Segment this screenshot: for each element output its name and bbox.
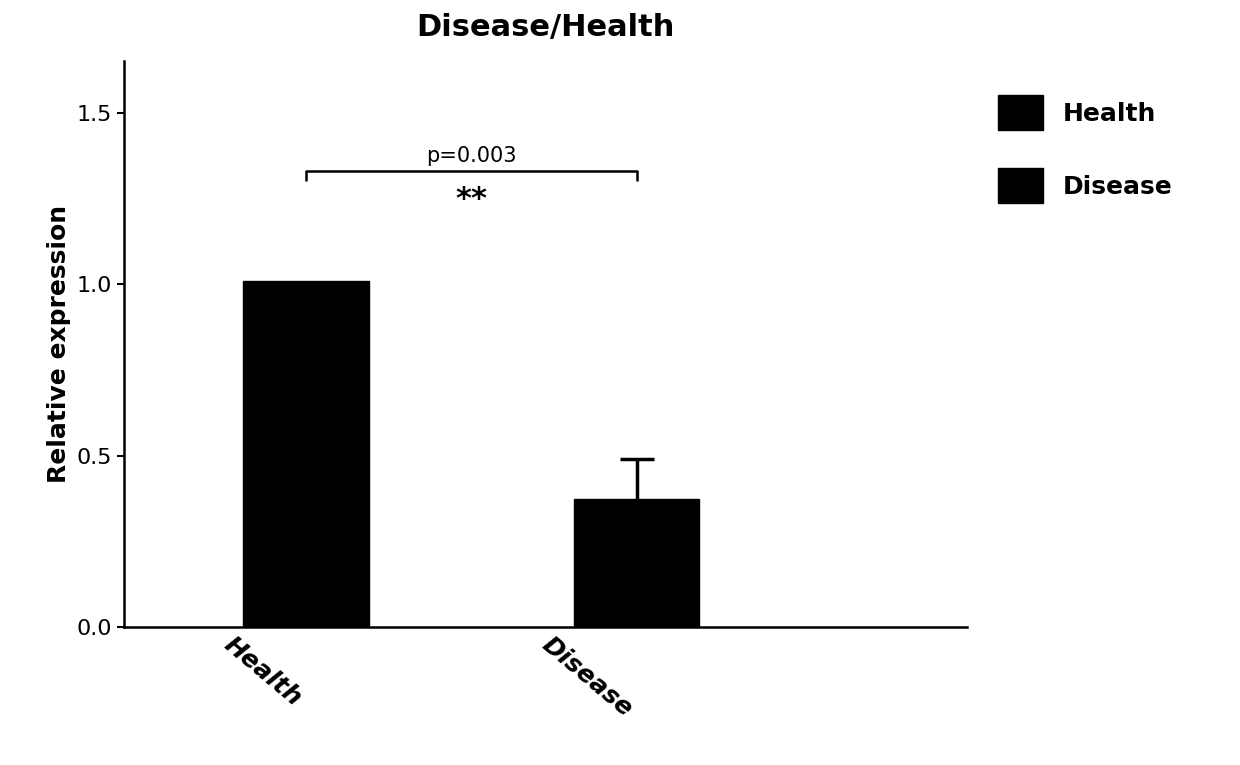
Bar <box>574 499 699 627</box>
Bar <box>243 281 368 627</box>
Y-axis label: Relative expression: Relative expression <box>47 205 71 483</box>
Text: **: ** <box>455 184 487 213</box>
Title: Disease/Health: Disease/Health <box>417 13 675 42</box>
Legend: Health, Disease: Health, Disease <box>988 85 1183 213</box>
Text: p=0.003: p=0.003 <box>427 146 516 166</box>
